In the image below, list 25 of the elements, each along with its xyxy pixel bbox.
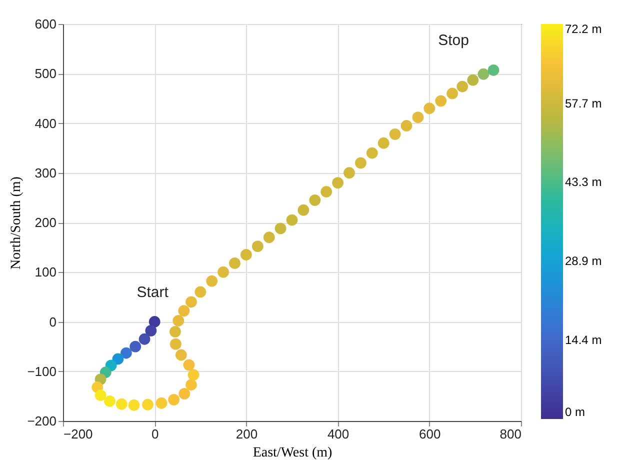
x-tick-label: 600	[419, 426, 441, 442]
annotation: Start	[136, 284, 170, 301]
y-tick-label: 200	[34, 215, 56, 230]
color-bar-label: 0 m	[565, 405, 586, 419]
y-tick-label: −200	[27, 414, 56, 428]
y-tick-label: 0	[49, 314, 56, 330]
y-tick-label: 100	[34, 264, 56, 280]
x-tick-label: 400	[327, 426, 350, 442]
color-bar-label: 28.9 m	[565, 254, 602, 268]
color-bar-label: 57.7 m	[565, 96, 602, 110]
x-axis-title: East/West (m)	[252, 446, 333, 460]
x-tick-label: −200	[64, 426, 93, 442]
y-tick-label: 400	[34, 116, 56, 131]
y-tick-label: 300	[34, 165, 56, 180]
color-bar-label: 72.2 m	[565, 22, 602, 36]
y-tick-label: −100	[27, 364, 56, 379]
color-bar-label: 14.4 m	[565, 333, 602, 348]
x-tick-label: 800	[500, 426, 522, 442]
y-tick-label: 600	[34, 16, 56, 32]
annotation: Stop	[438, 32, 469, 50]
x-tick-label: 200	[236, 426, 258, 442]
y-axis-title: North/South (m)	[9, 176, 24, 270]
x-tick-label: 0	[151, 426, 159, 442]
y-tick-label: 500	[34, 66, 56, 82]
color-bar-label: 43.3 m	[565, 175, 602, 190]
